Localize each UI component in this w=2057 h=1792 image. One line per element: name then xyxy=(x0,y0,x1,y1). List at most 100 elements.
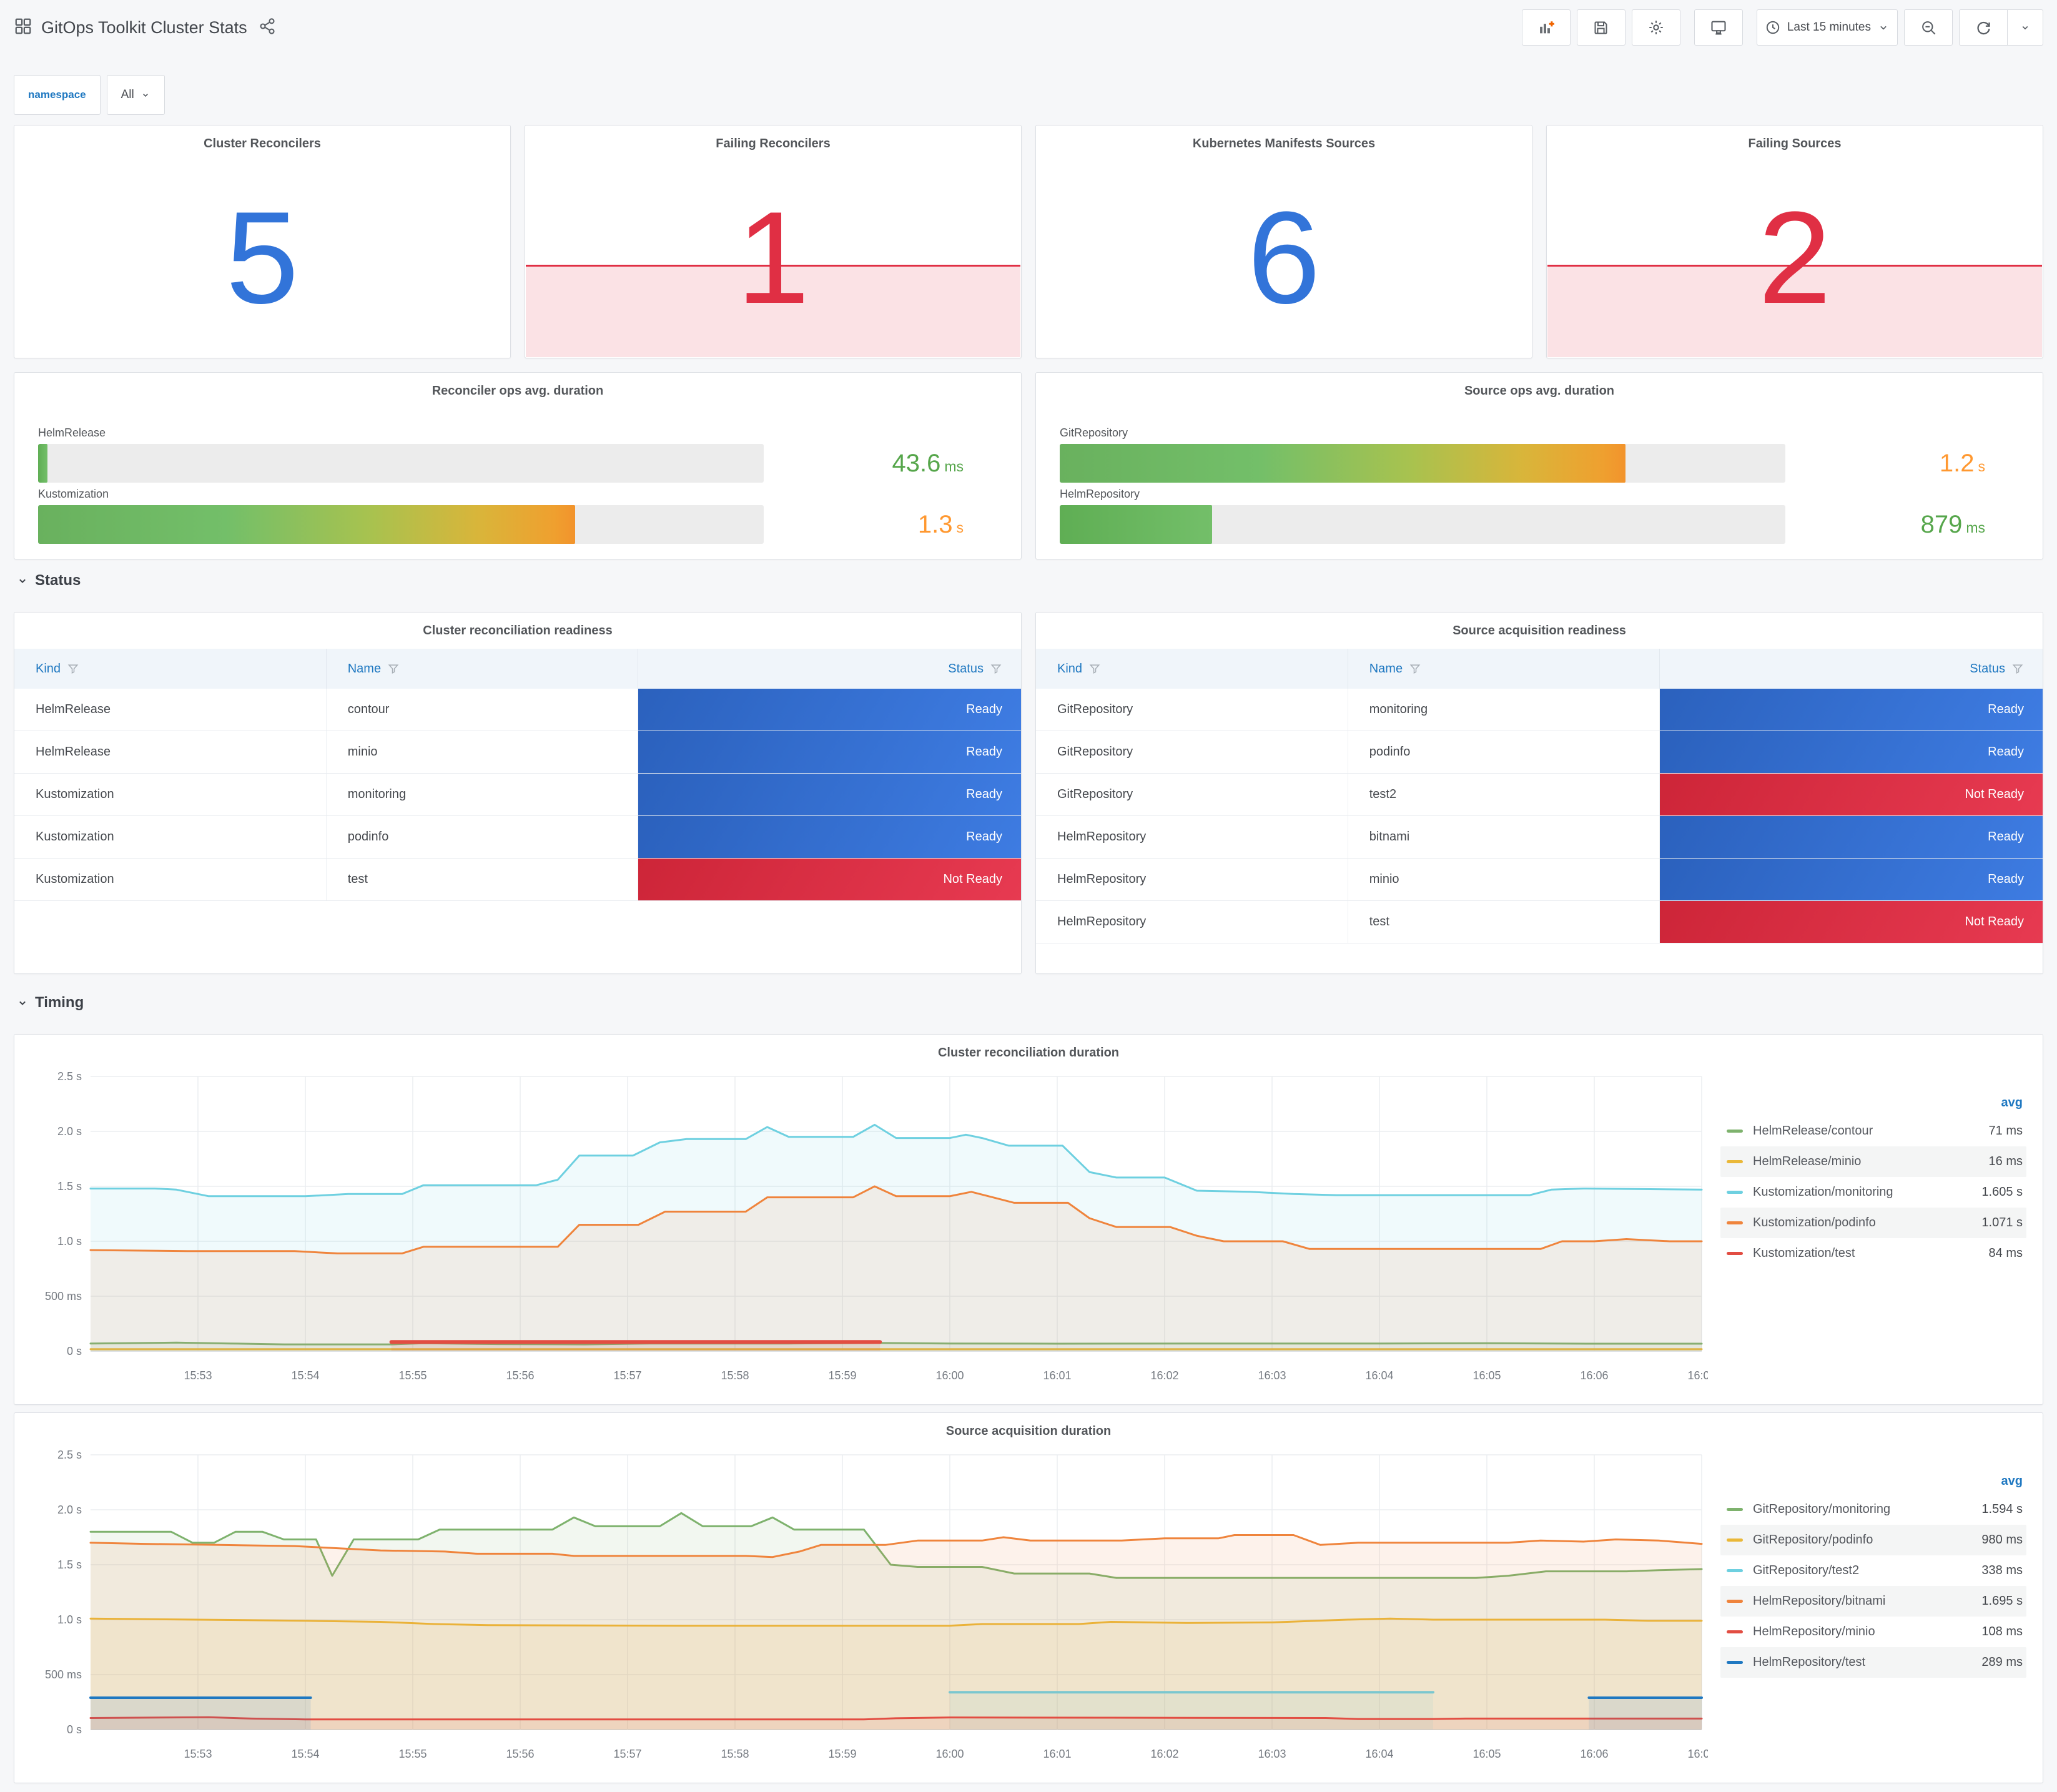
table-header-kind[interactable]: Kind xyxy=(14,649,327,689)
table-panel-title[interactable]: Source acquisition readiness xyxy=(1453,624,1626,638)
table-panel-title[interactable]: Cluster reconciliation readiness xyxy=(423,624,613,638)
stat-panel-title[interactable]: Failing Sources xyxy=(1748,137,1842,150)
legend-series-label[interactable]: Kustomization/podinfo xyxy=(1753,1216,1876,1229)
status-badge: Ready xyxy=(638,689,1021,731)
gauge-panel-title[interactable]: Reconciler ops avg. duration xyxy=(432,384,604,398)
legend-series-label[interactable]: Kustomization/test xyxy=(1753,1246,1855,1260)
dashboard-settings-button[interactable] xyxy=(1631,9,1680,46)
table-row: Kustomization podinfo Ready xyxy=(14,816,1021,859)
cell-status: Not Ready xyxy=(638,859,1021,900)
gauge-label: Kustomization xyxy=(38,488,109,500)
legend-series-avg-value: 1.695 s xyxy=(1981,1594,2023,1608)
legend-series-label[interactable]: HelmRelease/minio xyxy=(1753,1154,1862,1168)
zoom-out-time-button[interactable] xyxy=(1904,9,1953,46)
y-axis-tick-label: 1.0 s xyxy=(57,1235,82,1248)
tv-mode-button[interactable] xyxy=(1694,9,1743,46)
filter-funnel-icon[interactable] xyxy=(990,662,1002,675)
x-axis-tick-label: 16:04 xyxy=(1365,1369,1393,1382)
x-axis-tick-label: 15:55 xyxy=(398,1748,427,1760)
series-area-GitRepository/test2 xyxy=(950,1692,1433,1730)
series-area-HelmRepository/test xyxy=(1589,1698,1702,1730)
filter-funnel-icon[interactable] xyxy=(387,662,400,675)
chart-title[interactable]: Source acquisition duration xyxy=(945,1424,1112,1438)
table-header-row: Kind Name Status xyxy=(14,649,1021,689)
table-header-status[interactable]: Status xyxy=(638,649,1021,689)
legend-series-avg-value: 1.071 s xyxy=(1981,1216,2023,1229)
filter-funnel-icon[interactable] xyxy=(2011,662,2024,675)
legend-series-label[interactable]: GitRepository/monitoring xyxy=(1753,1502,1891,1516)
y-axis-tick-label: 2.5 s xyxy=(57,1449,82,1461)
cell-name: test2 xyxy=(1348,774,1660,815)
legend-series-label[interactable]: Kustomization/monitoring xyxy=(1753,1185,1893,1199)
cell-status: Ready xyxy=(1660,689,2043,731)
refresh-interval-button[interactable] xyxy=(2008,9,2043,46)
gauge-line: 1.3 s xyxy=(38,505,986,544)
gauge-panel: Source ops avg. duration GitRepository 1.2… xyxy=(1035,372,2043,559)
gauge-track xyxy=(38,505,764,544)
x-axis-tick-label: 16:00 xyxy=(935,1369,964,1382)
variable-namespace-picker[interactable]: All xyxy=(106,75,165,115)
cell-kind: GitRepository xyxy=(1036,774,1348,815)
gauge-value-unit: s xyxy=(1978,458,1986,475)
stat-panel-title[interactable]: Cluster Reconcilers xyxy=(204,137,321,150)
y-axis-tick-label: 0 s xyxy=(67,1345,82,1357)
filter-funnel-icon[interactable] xyxy=(1409,662,1421,675)
cell-name: podinfo xyxy=(1348,731,1660,773)
time-range-picker[interactable]: Last 15 minutes xyxy=(1756,9,1898,46)
legend-series-label[interactable]: HelmRepository/bitnami xyxy=(1753,1594,1886,1608)
cell-name: test xyxy=(1348,901,1660,943)
table-row: HelmRelease contour Ready xyxy=(14,689,1021,731)
table-header-status[interactable]: Status xyxy=(1660,649,2043,689)
legend-series-swatch xyxy=(1727,1160,1743,1163)
add-panel-button[interactable] xyxy=(1521,9,1571,46)
gauge-panel-title[interactable]: Source ops avg. duration xyxy=(1464,384,1615,398)
stat-panel-title[interactable]: Failing Reconcilers xyxy=(716,137,831,150)
save-dashboard-button[interactable] xyxy=(1576,9,1625,46)
timing-section-toggle[interactable]: Timing xyxy=(16,994,84,1012)
table-row: GitRepository test2 Not Ready xyxy=(1036,774,2043,816)
legend-series-label[interactable]: HelmRelease/contour xyxy=(1753,1124,1873,1138)
y-axis-tick-label: 2.0 s xyxy=(57,1125,82,1138)
legend-series-label[interactable]: GitRepository/test2 xyxy=(1753,1563,1860,1577)
filter-funnel-icon[interactable] xyxy=(67,662,79,675)
table-header-name[interactable]: Name xyxy=(1348,649,1660,689)
legend-avg-header[interactable]: avg xyxy=(2001,1474,2023,1488)
refresh-button[interactable] xyxy=(1959,9,2008,46)
table-header-name[interactable]: Name xyxy=(327,649,639,689)
cell-name: bitnami xyxy=(1348,816,1660,858)
x-axis-tick-label: 16:03 xyxy=(1258,1369,1286,1382)
table-row: HelmRelease minio Ready xyxy=(14,731,1021,774)
legend-row: Kustomization/podinfo 1.071 s xyxy=(1720,1208,2026,1238)
filter-funnel-icon[interactable] xyxy=(1088,662,1101,675)
series-area-GitRepository/monitoring xyxy=(91,1513,1702,1730)
legend-avg-header[interactable]: avg xyxy=(2001,1095,2023,1110)
legend-series-label[interactable]: GitRepository/podinfo xyxy=(1753,1533,1873,1547)
cell-name: contour xyxy=(327,689,639,731)
legend-series-swatch xyxy=(1727,1661,1743,1664)
legend-series-label[interactable]: HelmRepository/test xyxy=(1753,1655,1866,1669)
cell-status: Ready xyxy=(1660,816,2043,858)
series-area-HelmRepository/bitnami xyxy=(91,1535,1702,1730)
cell-kind: Kustomization xyxy=(14,859,327,900)
table-header-kind[interactable]: Kind xyxy=(1036,649,1348,689)
x-axis-tick-label: 16:03 xyxy=(1258,1748,1286,1760)
gauge-label: GitRepository xyxy=(1060,426,1128,439)
legend-series-label[interactable]: HelmRepository/minio xyxy=(1753,1625,1875,1638)
status-section-toggle[interactable]: Status xyxy=(16,572,81,589)
chart-legend: avg HelmRelease/contour 71 ms HelmRelease/m… xyxy=(1720,1090,2026,1269)
status-badge: Ready xyxy=(638,731,1021,773)
chart-plot-area[interactable]: 0 s 500 ms 1.0 s 1.5 s 2.0 s 2.5 s 15:53 15:54 1… xyxy=(22,1445,1708,1770)
share-icon[interactable] xyxy=(259,17,276,38)
gauge-value: 1.3 s xyxy=(764,512,986,537)
chart-plot-area[interactable]: 0 s 500 ms 1.0 s 1.5 s 2.0 s 2.5 s 15:53 15:54 1… xyxy=(22,1067,1708,1392)
legend-series-swatch xyxy=(1727,1191,1743,1194)
stat-panel-title[interactable]: Kubernetes Manifests Sources xyxy=(1192,137,1376,150)
series-area-GitRepository/podinfo xyxy=(91,1618,1702,1730)
chart-title[interactable]: Cluster reconciliation duration xyxy=(937,1046,1120,1060)
cell-kind: HelmRelease xyxy=(14,689,327,731)
legend-row: HelmRepository/test 289 ms xyxy=(1720,1647,2026,1678)
cell-status: Not Ready xyxy=(1660,774,2043,815)
gauge-row: Kustomization 1.3 s xyxy=(38,488,986,544)
x-axis-tick-label: 15:58 xyxy=(721,1369,749,1382)
